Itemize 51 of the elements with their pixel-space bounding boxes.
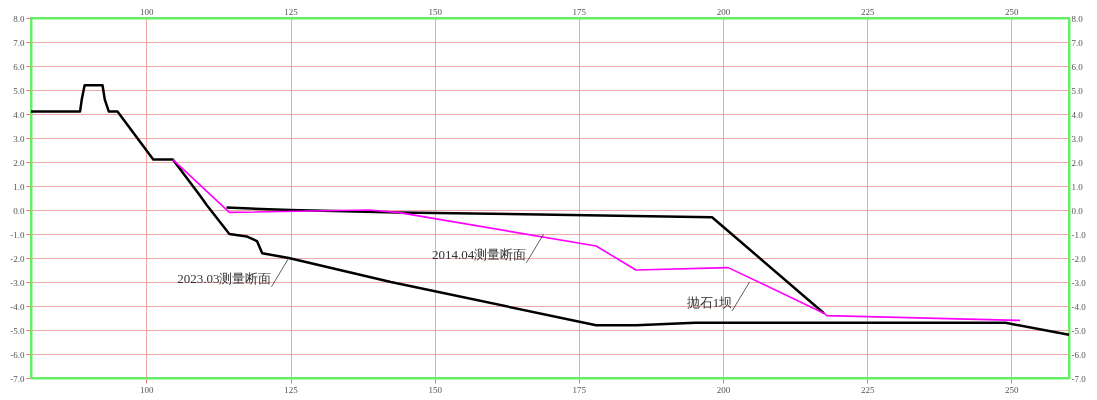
x-tick-label: 125 — [284, 6, 299, 17]
y2-tick-label: -2.0 — [1071, 253, 1087, 264]
y-tick-label: 4.0 — [13, 109, 25, 120]
y2-tick-label: 3.0 — [1071, 133, 1084, 144]
y2-tick-label: 6.0 — [1071, 61, 1084, 72]
x2-tick-label: 250 — [1005, 384, 1020, 395]
y-tick-label: -2.0 — [10, 253, 25, 264]
x-tick-label: 150 — [428, 6, 443, 17]
x2-tick-label: 125 — [284, 384, 299, 395]
y-tick-label: 6.0 — [13, 61, 25, 72]
y2-tick-label: 5.0 — [1071, 85, 1084, 96]
line-series — [172, 158, 1021, 322]
y2-tick-label: -6.0 — [1071, 349, 1087, 360]
y2-tick-label: 1.0 — [1071, 181, 1084, 192]
y-tick-label: -3.0 — [10, 277, 25, 288]
y-tick-label: -4.0 — [10, 301, 25, 312]
y2-tick-label: 8.0 — [1071, 13, 1084, 24]
annotation: 2023.03测量断面 — [177, 270, 272, 286]
y2-tick-label: 2.0 — [1071, 157, 1084, 168]
y-tick-label: 7.0 — [13, 37, 25, 48]
y-tick-label: 5.0 — [13, 85, 25, 96]
y2-tick-label: -1.0 — [1071, 229, 1087, 240]
annotation: 2014.04测量断面 — [432, 246, 527, 262]
y-tick-label: 3.0 — [13, 133, 25, 144]
x2-tick-label: 225 — [860, 384, 875, 395]
y-tick-label: 8.0 — [13, 13, 25, 24]
y-tick-label: -1.0 — [10, 229, 25, 240]
x2-tick-label: 100 — [140, 384, 155, 395]
y-tick-label: 2.0 — [13, 157, 25, 168]
y-tick-label: -6.0 — [10, 349, 25, 360]
y2-tick-label: -4.0 — [1071, 301, 1087, 312]
line-series — [29, 83, 1071, 337]
y-tick-label: 1.0 — [13, 181, 25, 192]
x2-tick-label: 200 — [716, 384, 731, 395]
y-tick-label: -7.0 — [10, 373, 25, 384]
y2-tick-label: 0.0 — [1071, 205, 1084, 216]
y2-tick-label: -7.0 — [1071, 373, 1087, 384]
y2-tick-label: -3.0 — [1071, 277, 1087, 288]
x-tick-label: 225 — [860, 6, 875, 17]
x-tick-label: 200 — [716, 6, 731, 17]
y-tick-label: -5.0 — [10, 325, 25, 336]
y2-tick-label: -5.0 — [1071, 325, 1087, 336]
x2-tick-label: 175 — [572, 384, 587, 395]
x-tick-label: 100 — [140, 6, 155, 17]
x-tick-label: 250 — [1005, 6, 1020, 17]
y2-tick-label: 7.0 — [1071, 37, 1084, 48]
annotation: 抛石1坝 — [686, 294, 733, 310]
y-tick-label: 0.0 — [13, 205, 25, 216]
x-tick-label: 175 — [572, 6, 587, 17]
y2-tick-label: 4.0 — [1071, 109, 1084, 120]
x2-tick-label: 150 — [428, 384, 443, 395]
